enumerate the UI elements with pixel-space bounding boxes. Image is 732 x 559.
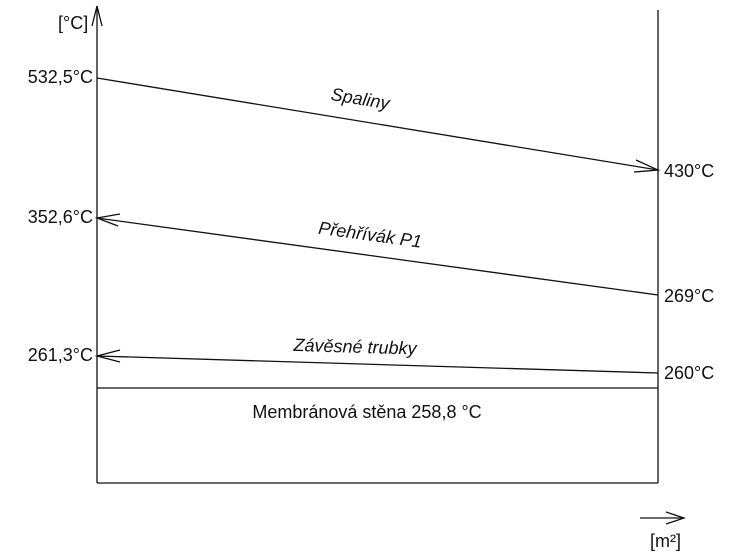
stream-name: Přehřívák P1 <box>317 218 423 252</box>
stream-start: 532,5°C <box>28 67 93 87</box>
x-unit: [m²] <box>650 531 681 551</box>
stream-line <box>96 355 659 374</box>
stream-name: Závěsné trubky <box>292 335 418 359</box>
y-axis-arrow <box>91 5 103 27</box>
wall-label: Membránová stěna 258,8 °C <box>252 402 481 422</box>
stream-end: 260°C <box>664 363 714 383</box>
stream-start: 352,6°C <box>28 207 93 227</box>
stream-start: 261,3°C <box>28 345 93 365</box>
y-unit: [°C] <box>58 13 88 33</box>
stream-line <box>96 77 659 171</box>
stream-arrow <box>94 213 121 227</box>
stream-arrow <box>633 159 661 173</box>
stream-end: 269°C <box>664 286 714 306</box>
stream-end: 430°C <box>664 161 714 181</box>
stream-name: Spaliny <box>329 84 391 113</box>
stream-line <box>96 217 659 296</box>
stream-arrow <box>94 349 121 363</box>
x-axis-arrowhead <box>665 511 687 525</box>
